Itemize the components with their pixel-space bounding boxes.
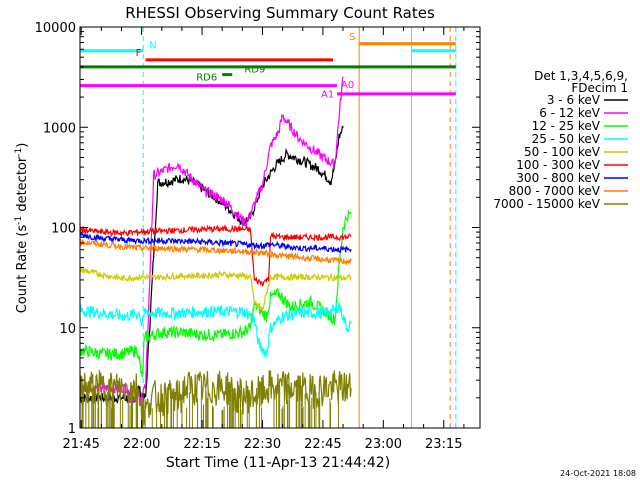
generation-date: 24-Oct-2021 18:08 <box>560 469 636 478</box>
legend-entry-label: 800 - 7000 keV <box>509 184 601 198</box>
chart-title: RHESSI Observing Summary Count Rates <box>125 4 435 22</box>
legend-entry-label: 12 - 25 keV <box>532 119 601 133</box>
y-axis-label: Count Rate (s-1 detector-1) <box>14 143 30 314</box>
series-line <box>79 223 352 287</box>
y-tick-label: 10000 <box>35 21 76 36</box>
x-tick-label: 22:30 <box>244 437 281 452</box>
legend-entry-label: 7000 - 15000 keV <box>493 197 600 211</box>
y-axis-label-exponent: -1 <box>14 216 24 225</box>
legend-entry-label: 300 - 800 keV <box>516 171 600 185</box>
flag-label: F <box>136 48 142 59</box>
series-line <box>79 209 352 378</box>
flag-label: RD9 <box>244 65 265 76</box>
legend-header-line: Det 1,3,4,5,6,9, <box>534 69 628 83</box>
legend-header-line: FDecim 1 <box>571 81 628 95</box>
y-axis-label-exponent: -1 <box>14 148 24 157</box>
series-line <box>79 238 352 266</box>
plot-area: NF S RD6 RD9 A1 A0 <box>79 27 457 428</box>
y-tick-label: 1 <box>68 422 76 437</box>
x-tick-label: 22:00 <box>123 437 160 452</box>
x-tick-label: 21:45 <box>62 437 99 452</box>
x-tick-label: 22:15 <box>183 437 220 452</box>
flag-label: S <box>349 32 355 43</box>
series-line <box>79 266 352 313</box>
flag-label: A0 <box>341 80 354 91</box>
axes: Start Time (11-Apr-13 21:44:42) Count Ra… <box>14 21 481 471</box>
flag-label: RD6 <box>196 73 217 84</box>
series-line <box>79 302 352 357</box>
y-axis-label-part: Count Rate (s <box>15 225 30 314</box>
y-axis-label-part: ) <box>15 143 30 148</box>
x-tick-label: 22:45 <box>304 437 341 452</box>
legend-entry-label: 100 - 300 keV <box>516 158 600 172</box>
legend-entry-label: 6 - 12 keV <box>539 106 601 120</box>
series-line <box>79 370 352 427</box>
y-tick-label: 1000 <box>43 121 76 136</box>
legend-entry-label: 25 - 50 keV <box>532 132 601 146</box>
flag-label: N <box>149 41 156 52</box>
y-tick-label: 10 <box>59 322 76 337</box>
y-tick-label: 100 <box>51 222 76 237</box>
flag-label: A1 <box>321 90 334 101</box>
y-axis-label-part: detector <box>15 156 30 216</box>
x-axis-label: Start Time (11-Apr-13 21:44:42) <box>166 455 390 471</box>
legend-entry-label: 50 - 100 keV <box>524 145 601 159</box>
x-tick-label: 23:15 <box>425 437 462 452</box>
series-line <box>79 231 352 253</box>
legend-entry-label: 3 - 6 keV <box>547 93 601 107</box>
x-tick-label: 23:00 <box>365 437 402 452</box>
